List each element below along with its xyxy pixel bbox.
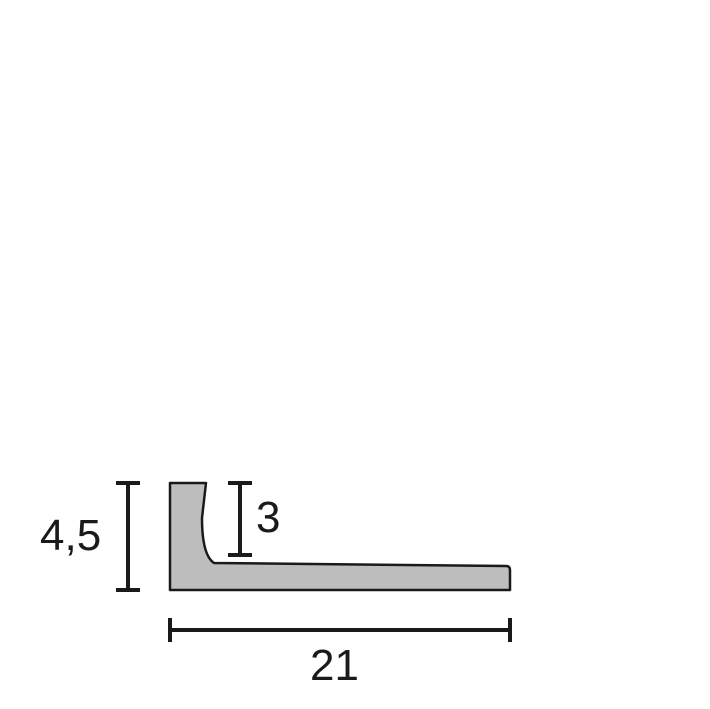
dimension-overall-height-label: 4,5	[40, 511, 101, 560]
dimension-inner-height: 3	[228, 483, 280, 555]
l-profile-shape	[170, 483, 510, 590]
dimension-width: 21	[170, 618, 510, 690]
dimension-width-label: 21	[310, 641, 359, 690]
dimension-inner-height-label: 3	[256, 493, 280, 542]
dimension-overall-height: 4,5	[40, 483, 140, 590]
